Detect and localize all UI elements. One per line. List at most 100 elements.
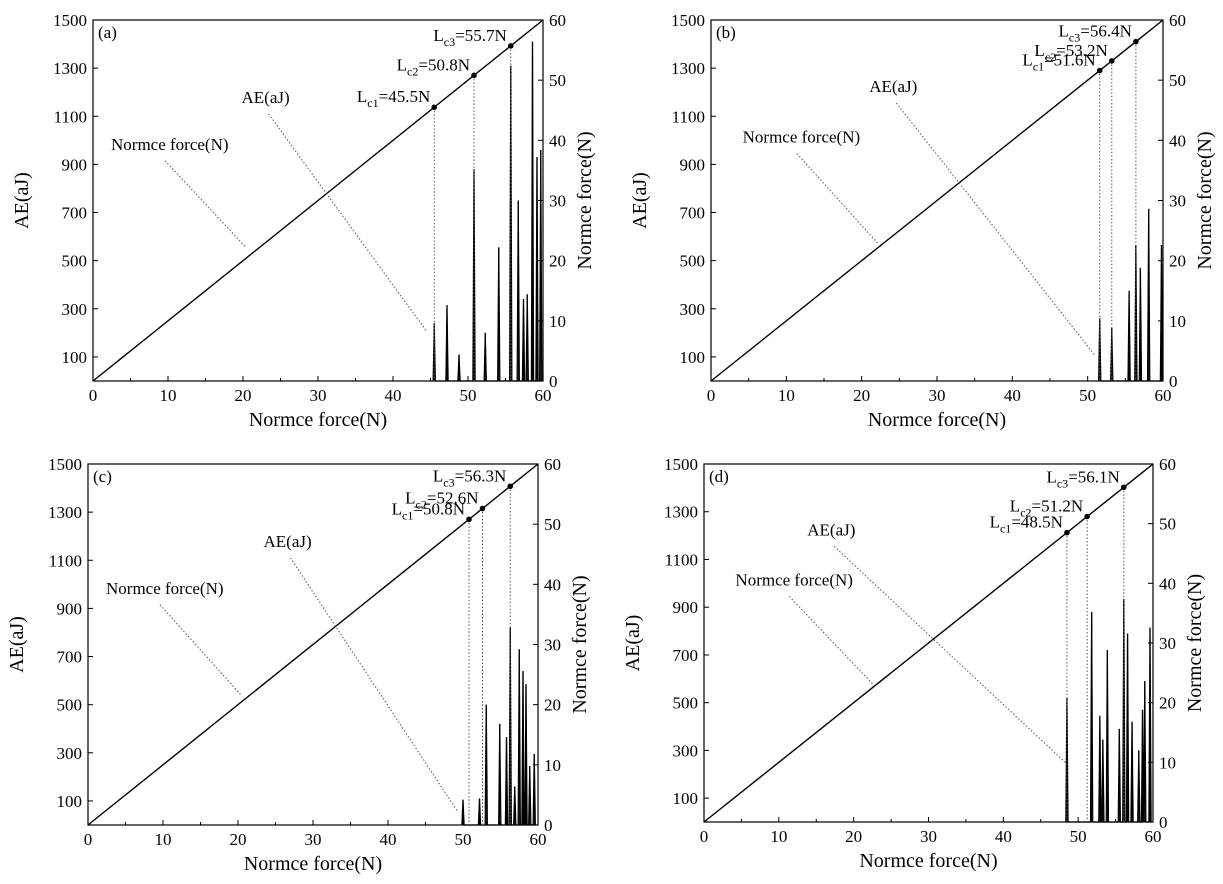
x-tick-label: 0 xyxy=(89,386,98,405)
force-annotation: Normce force(N) xyxy=(106,579,224,598)
critical-load-label: Lc3=55.7N xyxy=(433,26,506,49)
critical-load-marker xyxy=(466,516,472,523)
panel-label: (c) xyxy=(93,467,112,486)
y-left-tick-label: 700 xyxy=(62,204,88,223)
x-tick-label: 20 xyxy=(230,830,247,849)
y-right-axis-title: Normce force(N) xyxy=(569,575,591,713)
x-tick-label: 50 xyxy=(1070,827,1087,846)
y-left-tick-label: 500 xyxy=(62,252,88,271)
x-tick-label: 0 xyxy=(84,830,93,849)
y-right-tick-label: 20 xyxy=(1169,252,1186,271)
y-right-tick-label: 10 xyxy=(549,312,566,331)
force-annotation-leader xyxy=(788,596,875,687)
x-tick-label: 10 xyxy=(155,830,172,849)
y-left-tick-label: 500 xyxy=(57,696,83,715)
ae-annotation-leader xyxy=(833,545,1069,766)
critical-load-marker xyxy=(471,72,477,79)
critical-load-label: Lc2=53.2N xyxy=(1034,41,1107,64)
x-tick-label: 30 xyxy=(305,830,322,849)
x-tick-label: 40 xyxy=(380,830,397,849)
chart-panel: 0 10 20 30 40 50 60100300500700900110013001500… xyxy=(11,11,596,431)
x-tick-label: 30 xyxy=(920,827,937,846)
y-right-tick-label: 0 xyxy=(549,372,558,391)
y-right-tick-label: 40 xyxy=(1159,574,1176,593)
x-tick-label: 20 xyxy=(235,386,252,405)
x-tick-label: 30 xyxy=(929,386,946,405)
critical-load-marker xyxy=(431,104,438,111)
x-tick-label: 30 xyxy=(310,386,327,405)
y-left-tick-label: 1100 xyxy=(54,107,87,126)
y-right-tick-label: 50 xyxy=(1169,71,1186,90)
x-tick-label: 60 xyxy=(1155,386,1172,405)
y-left-tick-label: 900 xyxy=(57,599,83,618)
panel-label: (b) xyxy=(716,23,736,42)
y-right-tick-label: 60 xyxy=(544,455,561,474)
critical-load-label: Lc1=50.8N xyxy=(392,499,465,522)
x-tick-label: 60 xyxy=(530,830,547,849)
force-annotation-leader xyxy=(164,160,247,248)
y-right-tick-label: 20 xyxy=(1159,694,1176,713)
x-tick-label: 10 xyxy=(770,827,787,846)
ae-annotation: AE(aJ) xyxy=(264,532,312,551)
x-tick-label: 50 xyxy=(455,830,472,849)
ae-annotation: AE(aJ) xyxy=(869,77,917,96)
y-left-tick-label: 100 xyxy=(62,348,88,367)
y-left-tick-label: 1500 xyxy=(671,11,705,30)
y-left-tick-label: 100 xyxy=(673,789,699,808)
y-left-tick-label: 1300 xyxy=(53,59,87,78)
y-left-tick-label: 300 xyxy=(57,744,83,763)
ae-annotation-leader xyxy=(290,557,458,811)
y-left-tick-label: 1100 xyxy=(665,550,698,569)
y-left-axis-title: AE(aJ) xyxy=(629,172,651,229)
chart-panel: 0 10 20 30 40 50 60100300500700900110013001500… xyxy=(629,11,1216,431)
y-left-tick-label: 100 xyxy=(57,792,83,811)
x-tick-label: 60 xyxy=(1145,827,1162,846)
y-right-tick-label: 10 xyxy=(1159,753,1176,772)
critical-load-label: Lc2=51.2N xyxy=(1010,497,1083,520)
force-line xyxy=(703,463,1154,823)
y-right-tick-label: 30 xyxy=(544,636,561,655)
critical-load-label: Lc3=56.4N xyxy=(1059,22,1132,45)
critical-load-marker xyxy=(479,505,486,512)
critical-load-marker xyxy=(1133,38,1139,45)
y-left-tick-label: 500 xyxy=(673,694,699,713)
y-right-axis-title: Normce force(N) xyxy=(1194,131,1216,269)
x-tick-label: 0 xyxy=(700,827,709,846)
critical-load-marker xyxy=(1064,529,1070,536)
y-right-tick-label: 60 xyxy=(1159,455,1176,474)
y-left-tick-label: 300 xyxy=(62,300,88,319)
critical-load-label: Lc3=56.1N xyxy=(1046,467,1119,490)
x-tick-label: 50 xyxy=(1079,386,1096,405)
y-right-tick-label: 40 xyxy=(549,131,566,150)
x-axis-title: Normce force(N) xyxy=(244,853,382,875)
critical-load-label: Lc2=50.8N xyxy=(397,55,470,78)
critical-load-marker xyxy=(507,483,514,490)
force-line xyxy=(710,19,1164,382)
ae-annotation-leader xyxy=(268,113,427,331)
y-right-tick-label: 30 xyxy=(1169,192,1186,211)
critical-load-label: Lc1=51.6N xyxy=(1022,51,1095,74)
y-left-tick-label: 1300 xyxy=(671,59,705,78)
chart-panel: 0 10 20 30 40 50 60100300500700900110013001500… xyxy=(622,455,1206,872)
y-left-tick-label: 300 xyxy=(680,300,706,319)
critical-load-label: Lc1=45.5N xyxy=(357,87,430,110)
force-annotation: Normce force(N) xyxy=(111,135,229,154)
y-left-tick-label: 1500 xyxy=(53,11,87,30)
y-right-tick-label: 60 xyxy=(549,11,566,30)
y-left-tick-label: 1500 xyxy=(664,455,698,474)
x-tick-label: 20 xyxy=(845,827,862,846)
y-right-axis-title: Normce force(N) xyxy=(1184,574,1206,712)
ae-signal xyxy=(432,41,543,382)
x-tick-label: 40 xyxy=(1004,386,1021,405)
critical-load-label: Lc3=56.3N xyxy=(433,466,506,489)
critical-load-marker xyxy=(1108,58,1115,64)
y-left-axis-title: AE(aJ) xyxy=(622,615,644,672)
y-right-tick-label: 50 xyxy=(1159,515,1176,534)
x-tick-label: 0 xyxy=(707,386,716,405)
y-right-tick-label: 20 xyxy=(544,696,561,715)
force-annotation-leader xyxy=(159,604,242,696)
y-left-tick-label: 1300 xyxy=(48,503,82,522)
y-left-tick-label: 900 xyxy=(673,598,699,617)
y-right-tick-label: 30 xyxy=(1159,634,1176,653)
chart-panel: 0 10 20 30 40 50 60100300500700900110013001500… xyxy=(6,455,591,875)
